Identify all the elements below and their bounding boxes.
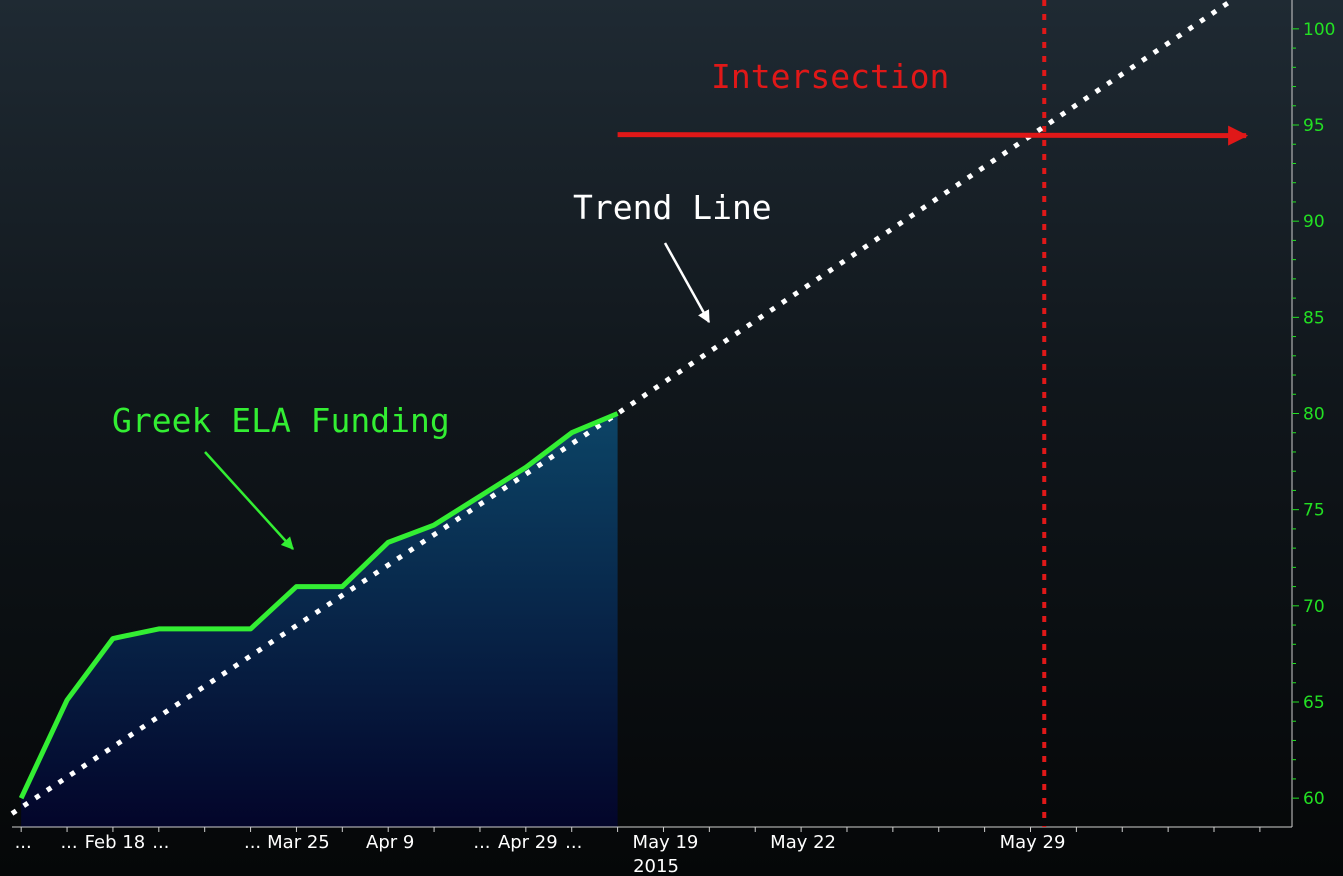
y-ticks: 60 65 70 75 80 85 90 95 100: [1292, 20, 1335, 809]
ela-funding-area: [21, 413, 618, 827]
y-tick-label: 65: [1303, 693, 1325, 713]
x-year-label: 2015: [633, 856, 679, 876]
x-tick-label: Mar 25: [267, 832, 330, 853]
x-tick-label: ...: [152, 832, 169, 853]
x-ticks: ...... Feb 18...... Mar 25 Apr 9... Apr 29..…: [15, 827, 1261, 853]
intersection-label: Intersection: [711, 57, 949, 96]
x-tick-label: Feb 18: [85, 832, 146, 853]
x-tick-label: Apr 29: [498, 832, 558, 853]
y-tick-label: 100: [1303, 20, 1335, 40]
trend-label-pointer: [663, 242, 711, 324]
x-tick-label: ...: [60, 832, 77, 853]
trend-line: [10, 0, 1234, 816]
x-tick-label: ...: [565, 832, 582, 853]
trend-line-label: Trend Line: [573, 188, 772, 227]
ela-label-pointer: [204, 451, 294, 550]
ela-funding-line: [18, 411, 619, 800]
x-tick-label: ...: [473, 832, 490, 853]
y-tick-label: 70: [1303, 597, 1325, 617]
ela-funding-label: Greek ELA Funding: [112, 401, 450, 440]
y-tick-label: 90: [1303, 212, 1325, 232]
x-tick-label: Apr 9: [366, 832, 414, 853]
x-tick-label: May 22: [770, 832, 836, 853]
x-tick-label: ...: [244, 832, 261, 853]
x-tick-label: May 19: [633, 832, 699, 853]
y-tick-label: 80: [1303, 405, 1325, 425]
intersection-arrow: [617, 125, 1249, 146]
x-tick-label: May 29: [1000, 832, 1066, 853]
y-tick-label: 85: [1303, 308, 1325, 328]
y-tick-label: 95: [1303, 116, 1325, 136]
y-tick-label: 60: [1303, 789, 1325, 809]
y-tick-label: 75: [1303, 501, 1325, 521]
x-tick-label: ...: [15, 832, 32, 853]
